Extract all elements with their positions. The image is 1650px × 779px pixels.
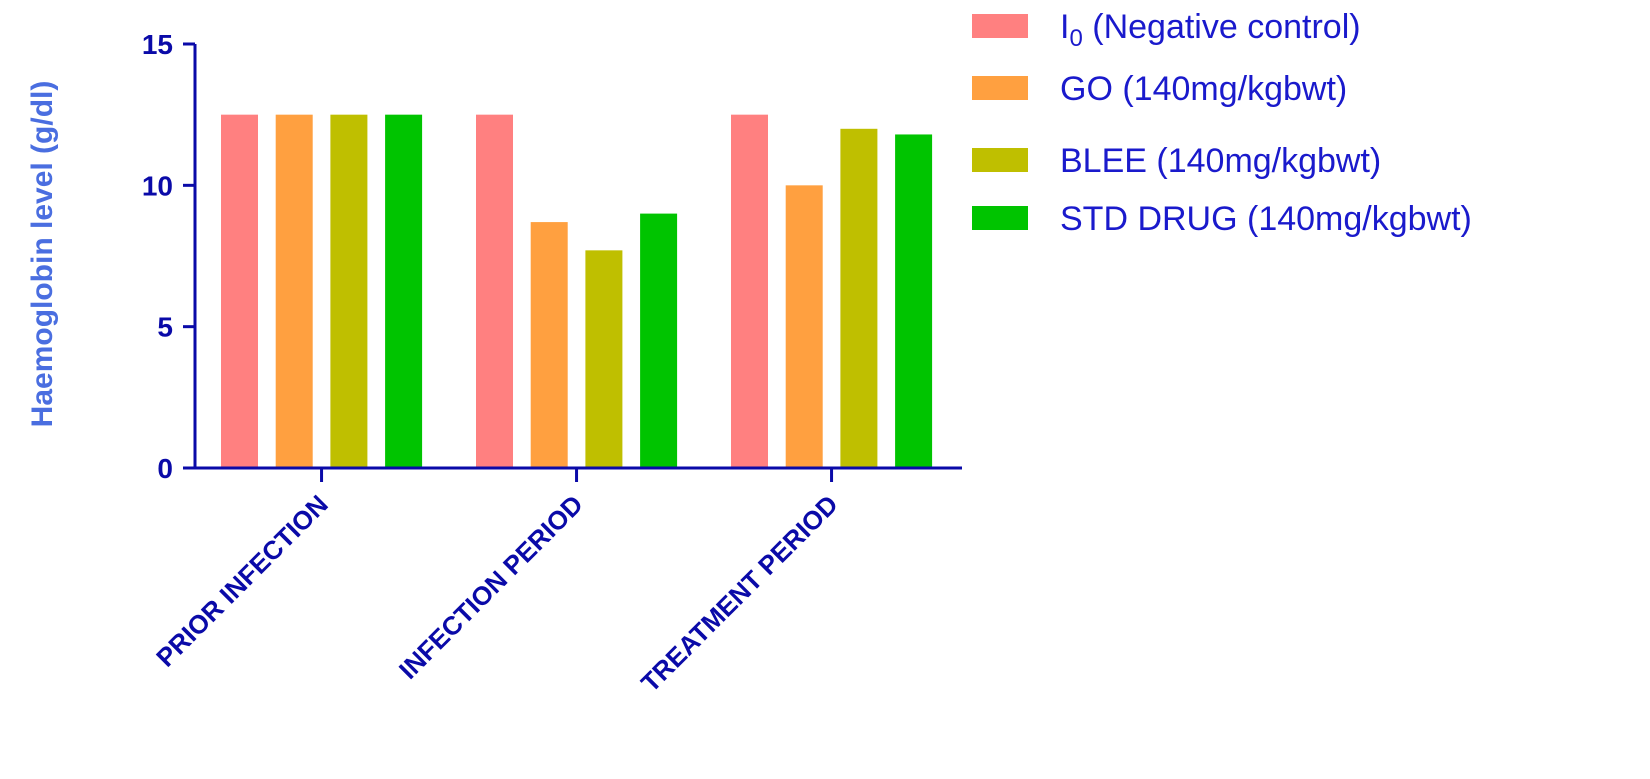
bar-0-0 xyxy=(221,114,258,469)
legend-label: I0 (Negative control) xyxy=(1060,8,1361,52)
category-label: TREATMENT PERIOD xyxy=(635,489,844,698)
bar-0-1 xyxy=(275,114,313,469)
y-axis-label: Haemoglobin level (g/dl) xyxy=(26,81,59,428)
category-label: INFECTION PERIOD xyxy=(393,489,589,685)
legend: I0 (Negative control) GO (140mg/kgbwt) BLE… xyxy=(972,8,1472,238)
y-tick-label: 5 xyxy=(157,312,173,343)
bar-1-0 xyxy=(476,114,513,469)
legend-swatch xyxy=(972,148,1028,172)
bar-2-1 xyxy=(785,185,823,469)
legend-item-1: GO (140mg/kgbwt) xyxy=(972,70,1347,108)
legend-label: BLEE (140mg/kgbwt) xyxy=(1060,142,1381,180)
legend-label: STD DRUG (140mg/kgbwt) xyxy=(1060,200,1472,238)
legend-item-0: I0 (Negative control) xyxy=(972,8,1361,52)
bar-2-3 xyxy=(895,134,933,468)
bar-1-3 xyxy=(640,213,678,468)
legend-item-2: BLEE (140mg/kgbwt) xyxy=(972,142,1381,180)
bars-group xyxy=(221,114,933,469)
legend-swatch xyxy=(972,14,1028,38)
y-tick-label: 10 xyxy=(142,170,173,201)
category-labels-group: PRIOR INFECTION INFECTION PERIOD TREATMENT… xyxy=(150,468,844,698)
y-tick-label: 15 xyxy=(142,29,173,60)
legend-label: GO (140mg/kgbwt) xyxy=(1060,70,1347,108)
legend-swatch xyxy=(972,206,1028,230)
bar-0-3 xyxy=(385,114,423,469)
bar-2-2 xyxy=(840,128,878,469)
bar-1-2 xyxy=(585,250,623,468)
bar-0-2 xyxy=(330,114,368,469)
legend-item-3: STD DRUG (140mg/kgbwt) xyxy=(972,200,1472,238)
y-tick-label: 0 xyxy=(157,453,173,484)
bar-2-0 xyxy=(731,114,768,469)
bar-1-1 xyxy=(530,222,568,468)
category-label: PRIOR INFECTION xyxy=(150,489,334,673)
y-ticks-group: 0 5 10 15 xyxy=(142,29,195,484)
legend-swatch xyxy=(972,76,1028,100)
